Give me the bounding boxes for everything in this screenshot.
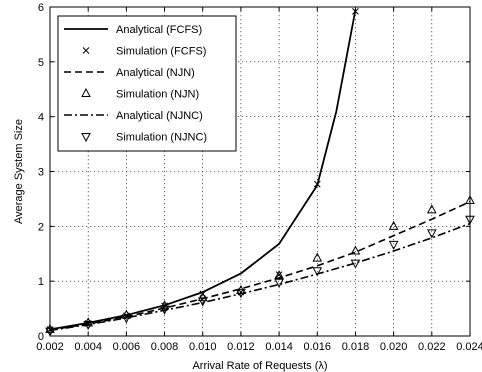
legend-marker-sample	[82, 47, 90, 54]
series-line	[49, 222, 471, 332]
y-tick-label: 3	[38, 167, 44, 179]
x-tick-label: 0.006	[113, 341, 141, 353]
data-point	[350, 245, 361, 255]
legend-entry: Analytical (FCFS)	[64, 24, 202, 36]
x-tick-label: 0.020	[380, 341, 408, 353]
data-point	[274, 278, 284, 288]
y-axis-label: Average System Size	[13, 119, 25, 224]
y-tick-label: 6	[38, 2, 44, 14]
legend-entry: Analytical (NJN)	[64, 67, 195, 79]
x-tick-label: 0.022	[418, 341, 446, 353]
ticks: 0.002 0.004 0.006 0.008 0.010 0.012 0.014 0.016…	[36, 2, 482, 353]
x-marker-stroke	[275, 271, 283, 278]
legend-entry: Analytical (NJNC)	[64, 110, 203, 122]
series-line	[49, 200, 471, 331]
series-line	[49, 9, 357, 331]
x-tick-label: 0.010	[189, 341, 217, 353]
x-tick-label: 0.014	[265, 341, 293, 353]
series-2	[49, 200, 471, 331]
y-tick-label: 0	[38, 331, 44, 343]
x-marker-stroke	[82, 47, 90, 54]
data-point	[236, 289, 246, 299]
x-tick-label: 0.016	[304, 341, 332, 353]
data-point	[388, 220, 399, 230]
series-4	[49, 222, 471, 332]
y-tick-label: 5	[38, 57, 44, 69]
x-axis-label: Arrival Rate of Requests (λ)	[192, 360, 327, 372]
legend-entry: Simulation (NJN)	[81, 87, 199, 101]
x-tick-label: 0.008	[151, 341, 179, 353]
legend-marker-sample	[81, 133, 91, 143]
legend-label: Analytical (FCFS)	[116, 24, 202, 36]
legend-box	[57, 15, 237, 152]
x-tick-label: 0.012	[227, 341, 255, 353]
series-layer	[45, 8, 475, 337]
data-point	[312, 252, 323, 262]
data-point	[312, 267, 323, 277]
legend-label: Simulation (NJNC)	[116, 132, 207, 144]
data-point	[83, 320, 94, 331]
legend: Analytical (FCFS) Simulation (FCFS) Analyt…	[57, 15, 237, 152]
x-marker-stroke	[352, 8, 359, 15]
x-tick-label: 0.002	[36, 341, 64, 353]
data-point	[159, 300, 170, 310]
series-0	[49, 9, 357, 331]
legend-entry: Simulation (FCFS)	[82, 46, 206, 58]
x-tick-label: 0.018	[342, 341, 370, 353]
data-point	[121, 314, 132, 324]
data-point	[197, 292, 208, 302]
data-point	[159, 305, 170, 315]
data-point	[388, 240, 399, 250]
data-point	[83, 317, 94, 327]
y-tick-label: 2	[38, 221, 44, 233]
x-tick-label: 0.024	[456, 341, 482, 353]
legend-entry: Simulation (NJNC)	[81, 132, 207, 144]
legend-label: Simulation (NJN)	[116, 89, 199, 101]
y-tick-label: 1	[38, 276, 44, 288]
legend-marker-sample	[81, 87, 91, 97]
data-point	[426, 229, 437, 239]
x-marker-stroke	[313, 180, 321, 188]
data-point	[350, 259, 361, 269]
y-tick-label: 4	[38, 112, 44, 124]
data-point	[426, 204, 437, 214]
data-point	[274, 270, 284, 280]
legend-label: Simulation (FCFS)	[116, 46, 206, 58]
legend-label: Analytical (NJNC)	[116, 110, 203, 122]
data-point	[197, 297, 208, 307]
data-point	[313, 180, 321, 188]
legend-label: Analytical (NJN)	[116, 67, 195, 79]
data-point	[352, 8, 359, 15]
x-tick-label: 0.004	[74, 341, 102, 353]
series-5	[45, 215, 475, 337]
